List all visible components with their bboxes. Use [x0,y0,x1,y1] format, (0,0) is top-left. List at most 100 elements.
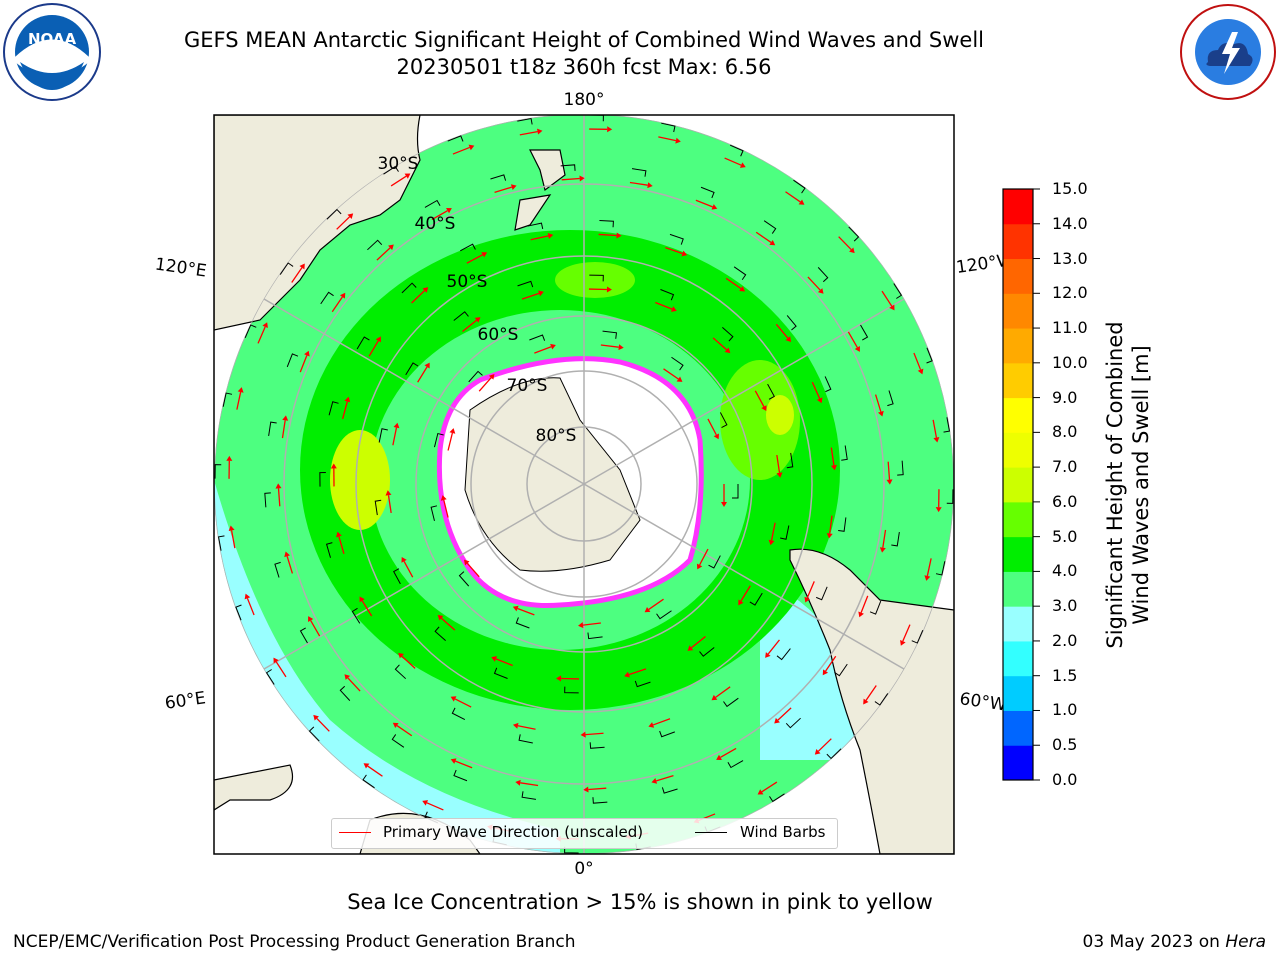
wave-direction-arrowhead [330,463,337,469]
wave-direction-arrowhead [474,317,481,323]
colorbar-tick-label: 0.0 [1052,770,1078,789]
wave-direction-arrow [695,199,713,208]
wind-barb [708,555,721,569]
wave-direction-arrowhead [450,758,457,764]
lon-label-top: 180° [564,90,605,110]
wave-direction-arrowhead [228,525,235,532]
wave-direction-arrow [699,548,709,566]
wind-barb [325,542,333,558]
wave-direction-arrowhead [226,455,233,461]
colorbar-segment [1003,640,1033,677]
wave-direction-arrowhead [244,593,251,600]
map-legend: Primary Wave Direction (unscaled) Wind B… [331,818,838,849]
wave-direction-arrowhead [363,763,370,769]
wind-barb [699,647,715,657]
legend-swatch-wave-direction [339,832,371,833]
wave-direction-arrowhead [547,232,554,239]
wave-direction-arrowhead [404,173,411,179]
wave-direction-arrowhead [437,614,444,621]
wave-direction-arrow [825,655,837,672]
colorbar-tick-label: 13.0 [1052,248,1088,268]
wave-direction-arrowhead [713,433,719,440]
wave-direction-arrow [316,717,330,732]
wind-barb [490,174,507,181]
wind-barb [776,648,791,661]
wind-barb [286,353,299,368]
wave-direction-arrow [517,607,535,616]
wave-direction-arrow [462,319,477,332]
lat-label: 30°S [378,154,419,174]
wave-direction-arrowhead [392,722,399,729]
wave-direction-arrow [392,427,398,446]
wave-direction-arrowhead [858,611,864,618]
wave-direction-arrow [390,175,407,187]
wave-direction-arrow [310,620,321,637]
wave-direction-arrow [887,461,891,480]
colorbar-segment [1003,745,1033,781]
colorbar-segment [1003,223,1033,260]
lat-label: 40°S [415,214,456,234]
wave-direction-arrowhead [739,286,746,292]
wave-direction-arrow [530,235,549,241]
colorbar-segment [1003,536,1033,572]
wave-direction-arrowhead [670,306,677,312]
wave-direction-arrowhead [739,162,746,168]
wind-barb [897,460,904,476]
wind-barb [529,334,546,341]
lat-label: 80°S [536,426,577,446]
wave-direction-arrow [860,595,869,613]
wind-barbs [214,115,954,854]
wave-direction-arrow [761,781,778,793]
wave-direction-arrowhead [536,128,543,135]
wind-barb [769,793,785,803]
wave-direction-arrow [246,598,255,616]
wind-barb [589,274,604,282]
footer-date: 03 May 2023 on Hera [1082,932,1267,952]
wind-barb [560,164,576,171]
wave-direction-arrow [665,247,683,255]
wave-direction-arrow [598,233,617,237]
wind-barb [785,717,801,729]
wave-direction-arrowhead [299,263,305,270]
wind-barb [869,600,882,615]
wind-barb [265,669,275,685]
wave-direction-arrow [655,301,673,310]
wave-direction-arrowhead [761,405,767,412]
wave-direction-arrow [725,277,742,290]
colorbar-tick-label: 4.0 [1052,561,1078,581]
wave-direction-arrowhead [398,652,404,659]
wave-direction-arrowhead [284,551,290,558]
wave-direction-arrow [628,668,647,676]
wave-direction-arrow [396,725,413,737]
wave-direction-arrow [454,698,472,708]
wind-barb [661,787,678,794]
wave-direction-arrowhead [515,779,521,786]
wave-direction-arrowhead [580,731,586,738]
wave-direction-arrowhead [804,596,811,603]
wave-direction-arrow [755,231,772,243]
wave-direction-arrowhead [757,789,764,795]
lon-label-lower-right: 60°W [958,689,1007,715]
colorbar-segment [1003,710,1033,746]
wave-direction-arrowhead [687,645,694,651]
colorbar-tick-label: 12.0 [1052,283,1088,303]
wave-direction-arrow [658,136,677,142]
wind-barb [222,392,233,407]
wave-direction-arrow [521,292,540,300]
wave-direction-arrowhead [308,616,314,622]
wave-direction-arrowhead [878,410,884,417]
colorbar-segment [1003,501,1033,538]
wind-barb [493,667,508,679]
wind-barb [634,680,651,688]
colorbar-segment [1003,258,1033,294]
wind-barb [383,165,399,175]
wind-barb [793,179,806,194]
colorbar-segment [1003,432,1033,468]
colorbar-tick-label: 9.0 [1052,387,1078,407]
wave-direction-arrow [712,337,728,351]
wave-direction-arrow [281,420,286,439]
wave-direction-arrowhead [336,531,342,538]
colorbar-tick-label: 1.0 [1052,700,1078,720]
colorbar-segment [1003,362,1033,399]
legend-label: Wind Barbs [740,823,826,841]
